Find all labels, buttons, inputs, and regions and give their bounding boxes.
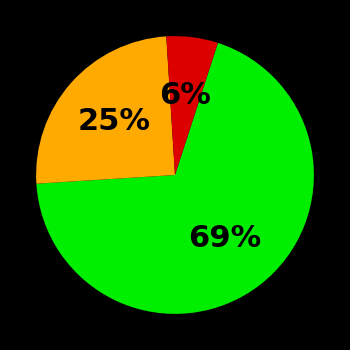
Wedge shape	[166, 36, 218, 175]
Text: 69%: 69%	[188, 224, 261, 253]
Text: 6%: 6%	[159, 80, 211, 110]
Wedge shape	[36, 43, 314, 314]
Text: 25%: 25%	[78, 107, 151, 136]
Wedge shape	[36, 36, 175, 184]
